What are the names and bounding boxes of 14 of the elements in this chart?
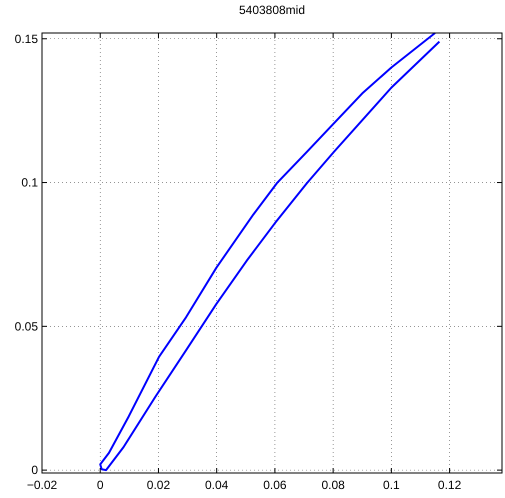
y-tick-label: 0.15 <box>14 32 38 46</box>
x-tick-label: 0.06 <box>263 478 287 492</box>
x-tick-label: 0.08 <box>321 478 346 492</box>
line-series <box>99 32 440 472</box>
y-tick-label: 0.1 <box>21 176 38 190</box>
y-tick-label: 0.05 <box>14 319 38 334</box>
x-tick-label: −0.02 <box>26 478 58 492</box>
x-tick-label: 0.04 <box>205 478 229 492</box>
x-tick-label: 0.02 <box>146 478 170 492</box>
x-tick-label: 0.1 <box>383 478 400 492</box>
y-tick-label: 0 <box>31 463 38 478</box>
x-tick-label: 0.12 <box>438 478 462 492</box>
x-tick-label: 0 <box>96 478 104 492</box>
chart-title: 5403808mid <box>238 3 306 17</box>
